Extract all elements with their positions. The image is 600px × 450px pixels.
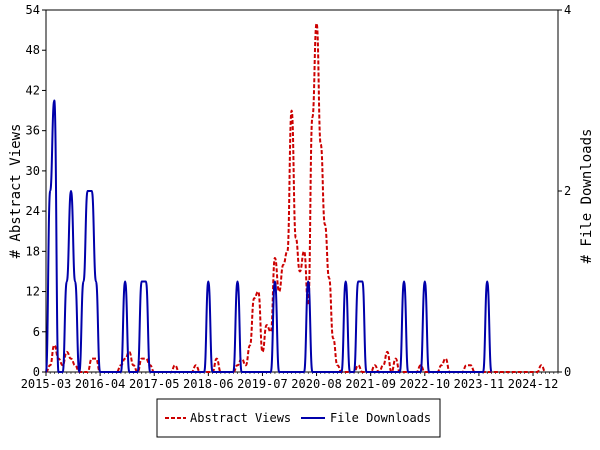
y-right-axis-title: # File Downloads: [579, 129, 595, 264]
legend-box: [156, 398, 441, 438]
y-right-axis-ticks: 0 2 4: [558, 3, 571, 379]
y-left-tick-label: 48: [26, 43, 40, 57]
x-axis-ticks: 2015-03 2016-04 2017-05 2018-06 2019-07 2020-…: [21, 372, 559, 391]
y-left-tick-label: 18: [26, 244, 40, 258]
series-layer: [45, 22, 546, 373]
x-tick-label: 2018-06: [183, 377, 234, 391]
y-right-tick-label: 0: [564, 365, 571, 379]
y-left-tick-label: 36: [26, 124, 40, 138]
y-left-axis-title: # Abstract Views: [8, 124, 24, 259]
y-left-tick-label: 42: [26, 83, 40, 97]
plot-area: [45, 9, 559, 373]
series-line-file-downloads: [45, 99, 493, 373]
legend-label-file-downloads: File Downloads: [330, 411, 431, 425]
legend-label-abstract-views: Abstract Views: [190, 411, 291, 425]
y-left-tick-label: 12: [26, 285, 40, 299]
y-right-tick-label: 2: [564, 184, 571, 198]
y-left-axis-ticks: 0 6 12 18 24 30 36 42 48 54: [26, 3, 46, 379]
y-left-tick-label: 0: [33, 365, 40, 379]
series-line-abstract-views: [45, 22, 546, 373]
x-tick-label: 2019-07: [237, 377, 288, 391]
x-tick-label: 2015-03: [21, 377, 72, 391]
y-left-tick-label: 54: [26, 3, 40, 17]
y-left-tick-label: 24: [26, 204, 40, 218]
x-tick-label: 2020-08: [291, 377, 342, 391]
legend: Abstract Views File Downloads: [156, 398, 441, 438]
x-tick-label: 2017-05: [129, 377, 180, 391]
x-tick-label: 2022-10: [400, 377, 451, 391]
y-right-tick-label: 4: [564, 3, 571, 17]
x-tick-label: 2016-04: [75, 377, 126, 391]
x-tick-label: 2021-09: [345, 377, 396, 391]
y-left-tick-label: 30: [26, 164, 40, 178]
x-tick-label: 2024-12: [508, 377, 559, 391]
y-left-tick-label: 6: [33, 325, 40, 339]
x-tick-label: 2023-11: [454, 377, 505, 391]
